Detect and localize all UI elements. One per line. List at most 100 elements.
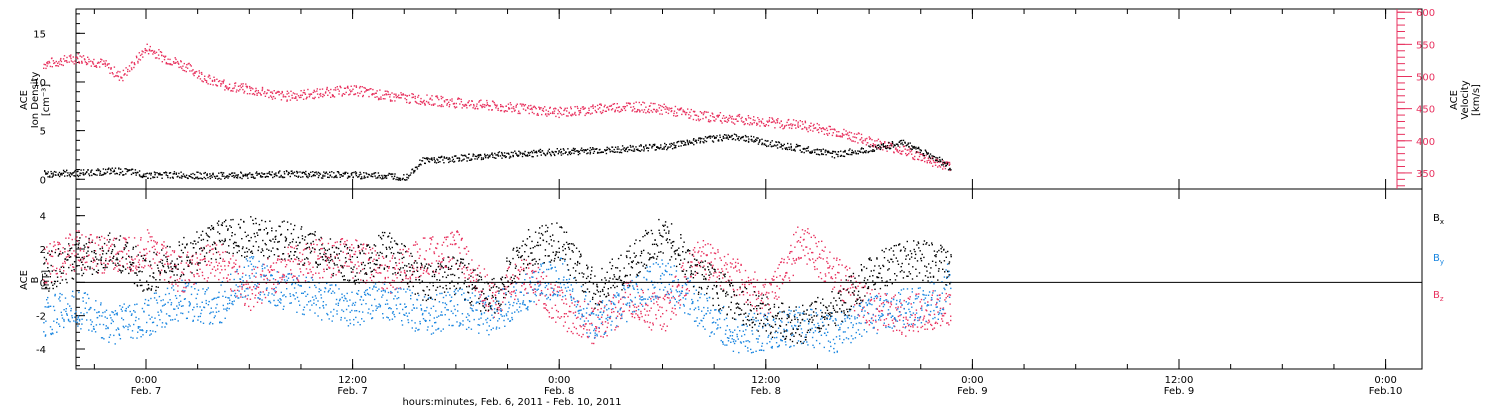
by-point (78, 320, 81, 322)
velocity-point (107, 63, 109, 65)
velocity-point (201, 73, 203, 75)
density-point (753, 141, 755, 143)
by-point (195, 297, 197, 300)
density-point (465, 155, 467, 157)
bz-point (586, 329, 588, 331)
by-point (150, 333, 152, 335)
by-point (175, 297, 178, 299)
velocity-point (737, 120, 739, 122)
density-point (99, 172, 101, 174)
density-point (104, 173, 106, 175)
bz-point (664, 330, 667, 332)
bz-point (827, 267, 829, 269)
by-point (261, 265, 263, 267)
density-point (381, 174, 383, 177)
bz-point (816, 245, 818, 248)
velocity-point (452, 103, 455, 105)
velocity-point (864, 138, 867, 140)
bz-point (413, 267, 415, 270)
density-point (420, 164, 422, 166)
density-point (384, 176, 387, 178)
density-point (493, 157, 496, 159)
velocity-point (402, 94, 405, 96)
velocity-point (802, 128, 804, 130)
velocity-point (605, 110, 607, 112)
density-point (385, 175, 388, 177)
by-point (108, 341, 110, 343)
bz-point (853, 310, 856, 312)
by-point (91, 321, 93, 323)
bz-point (270, 269, 273, 271)
velocity-point (316, 90, 318, 92)
velocity-point (642, 111, 645, 113)
bz-point (204, 257, 206, 259)
velocity-point (837, 135, 839, 137)
velocity-point (686, 111, 688, 114)
bz-point (430, 239, 433, 241)
velocity-point (222, 80, 225, 83)
by-point (271, 293, 273, 295)
bz-point (65, 256, 68, 258)
bz-point (944, 299, 946, 301)
bz-point (920, 326, 922, 329)
bz-point (407, 251, 409, 253)
velocity-point (546, 115, 548, 117)
by-point (151, 321, 154, 324)
density-point (406, 179, 408, 181)
density-point (882, 143, 884, 145)
bz-point (290, 269, 292, 271)
velocity-point (806, 128, 808, 131)
velocity-point (651, 111, 654, 113)
density-point (317, 176, 320, 179)
bz-point (841, 264, 843, 266)
density-point (175, 173, 177, 175)
bz-point (352, 247, 355, 249)
bz-point (719, 285, 722, 287)
velocity-point (788, 118, 790, 121)
density-point (714, 137, 717, 139)
bz-point (580, 326, 582, 328)
b-tick-label: 2 (40, 245, 46, 256)
velocity-point (928, 159, 930, 161)
velocity-point (468, 100, 470, 102)
velocity-point (379, 89, 381, 91)
velocity-point (436, 97, 439, 99)
density-point (142, 175, 145, 178)
density-point (289, 175, 291, 178)
bz-point (449, 259, 451, 261)
by-point (188, 301, 190, 303)
bz-point (114, 262, 116, 265)
bz-point (764, 278, 767, 281)
by-point (56, 321, 58, 324)
velocity-point (637, 108, 639, 111)
velocity-point (457, 98, 459, 100)
velocity-point (524, 109, 527, 111)
by-point (178, 301, 180, 304)
density-point (318, 174, 320, 177)
bz-point (814, 236, 816, 239)
by-point (63, 320, 65, 322)
density-point (91, 169, 93, 171)
velocity-point (519, 103, 522, 105)
by-point (123, 303, 125, 305)
bz-point (763, 286, 765, 288)
velocity-point (240, 83, 243, 85)
by-point (247, 288, 249, 290)
by-point (104, 316, 106, 318)
density-point (656, 146, 658, 148)
velocity-point (589, 113, 592, 115)
bz-point (897, 306, 899, 308)
density-point (182, 175, 184, 178)
bz-point (814, 259, 817, 262)
density-point (161, 174, 163, 176)
bz-point (146, 229, 149, 231)
bz-point (254, 297, 256, 299)
density-point (915, 148, 917, 150)
bz-point (774, 292, 776, 294)
density-point (764, 139, 766, 142)
by-point (165, 322, 167, 324)
bz-point (883, 319, 886, 321)
velocity-point (636, 110, 638, 112)
bz-point (185, 262, 188, 264)
velocity-point (531, 111, 534, 114)
